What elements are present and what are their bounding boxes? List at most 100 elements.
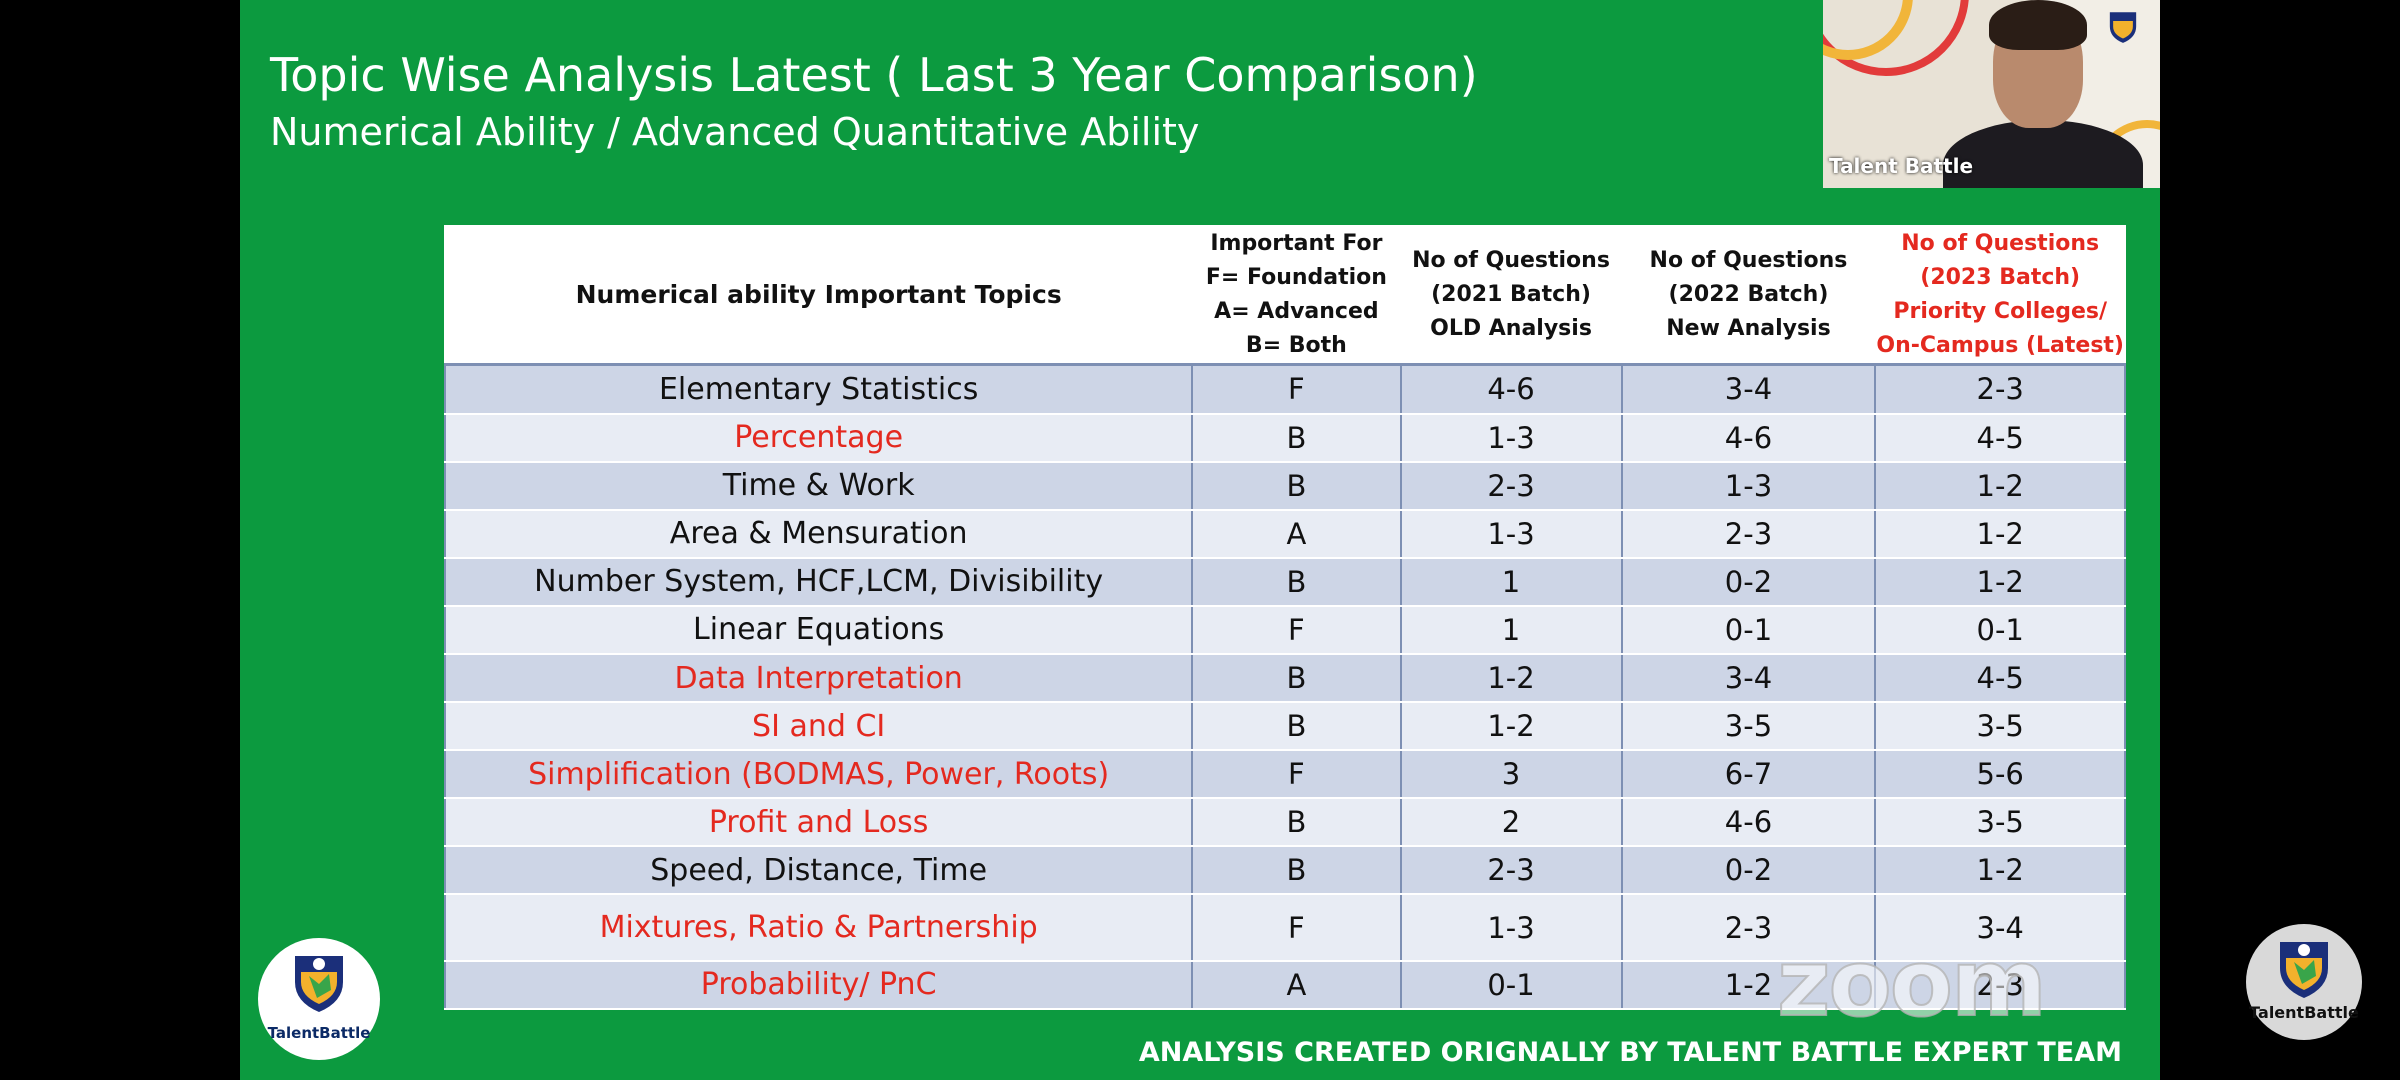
shield-icon [2109,12,2137,43]
table-row: Speed, Distance, Time B 2-3 0-2 1-2 [443,845,2126,896]
q2022-cell: 2-3 [1620,508,1877,559]
q2022-cell: 4-6 [1620,797,1877,848]
table-row: Data Interpretation B 1-2 3-4 4-5 [443,652,2126,704]
topic-cell: Probability/ PnC [443,959,1194,1011]
q2021-cell: 2 [1399,797,1623,848]
q2022-cell: 3-4 [1620,363,1877,415]
q2023-cell: 1-2 [1874,460,2126,511]
talentbattle-logo-left: TalentBattle [258,938,380,1060]
table-row: Profit and Loss B 2 4-6 3-5 [443,797,2126,848]
q2023-cell: 1-2 [1874,845,2126,896]
importance-cell: A [1191,508,1402,559]
topic-cell: Elementary Statistics [443,363,1194,415]
q2021-cell: 1-2 [1399,701,1623,752]
topics-table: Numerical ability Important Topics Impor… [443,225,2126,1011]
q2021-cell: 2-3 [1399,845,1623,896]
q2021-cell: 1-3 [1399,508,1623,559]
topic-cell: Speed, Distance, Time [443,845,1194,896]
q2022-cell: 1-2 [1620,959,1877,1011]
importance-cell: B [1191,556,1402,607]
q2022-cell: 2-3 [1620,893,1877,962]
table-row: Area & Mensuration A 1-3 2-3 1-2 [443,508,2126,559]
shield-icon [2280,942,2328,998]
presentation-slide: Topic Wise Analysis Latest ( Last 3 Year… [240,0,2160,1080]
table-row: Time & Work B 2-3 1-3 1-2 [443,460,2126,511]
topic-cell: Data Interpretation [443,652,1194,704]
participant-name: Talent Battle [1829,154,1974,178]
header-2021: No of Questions (2021 Batch) OLD Analysis [1399,225,1623,367]
q2023-cell: 1-2 [1874,556,2126,607]
header-2023: No of Questions (2023 Batch) Priority Coll… [1874,225,2126,367]
importance-cell: A [1191,959,1402,1011]
q2022-cell: 4-6 [1620,412,1877,463]
importance-cell: B [1191,797,1402,848]
topic-cell: Profit and Loss [443,797,1194,848]
q2022-cell: 0-2 [1620,845,1877,896]
table-body: Elementary Statistics F 4-6 3-4 2-3 Percentag… [443,363,2126,1011]
topic-cell: SI and CI [443,701,1194,752]
table-row: Probability/ PnC A 0-1 1-2 2-3 [443,959,2126,1011]
q2023-cell: 0-1 [1874,604,2126,655]
logo-left-text: TalentBattle [267,1024,371,1042]
importance-cell: B [1191,652,1402,704]
topic-cell: Mixtures, Ratio & Partnership [443,893,1194,962]
q2021-cell: 3 [1399,749,1623,800]
importance-cell: B [1191,701,1402,752]
person-body [1943,120,2143,188]
q2021-cell: 1-3 [1399,893,1623,962]
q2022-cell: 1-3 [1620,460,1877,511]
q2023-cell: 4-5 [1874,412,2126,463]
table-row: Percentage B 1-3 4-6 4-5 [443,412,2126,463]
importance-cell: F [1191,893,1402,962]
table-row: Simplification (BODMAS, Power, Roots) F 3 6… [443,749,2126,800]
importance-cell: F [1191,749,1402,800]
topic-cell: Linear Equations [443,604,1194,655]
table-row: Elementary Statistics F 4-6 3-4 2-3 [443,363,2126,415]
topic-cell: Simplification (BODMAS, Power, Roots) [443,749,1194,800]
importance-cell: F [1191,363,1402,415]
q2022-cell: 3-4 [1620,652,1877,704]
q2022-cell: 6-7 [1620,749,1877,800]
header-2022: No of Questions (2022 Batch) New Analysis [1620,225,1877,367]
table-row: Number System, HCF,LCM, Divisibility B 1 0-… [443,556,2126,607]
q2023-cell: 3-5 [1874,797,2126,848]
slide-title: Topic Wise Analysis Latest ( Last 3 Year… [270,48,1478,102]
importance-cell: B [1191,845,1402,896]
q2022-cell: 0-2 [1620,556,1877,607]
header-topic: Numerical ability Important Topics [443,225,1194,367]
q2023-cell: 1-2 [1874,508,2126,559]
q2021-cell: 1-2 [1399,652,1623,704]
q2021-cell: 1-3 [1399,412,1623,463]
q2023-cell: 2-3 [1874,959,2126,1011]
q2022-cell: 3-5 [1620,701,1877,752]
shield-icon [295,956,343,1012]
footer-credit: ANALYSIS CREATED ORIGNALLY BY TALENT BAT… [1138,1037,2122,1068]
table-row: Linear Equations F 1 0-1 0-1 [443,604,2126,655]
topic-cell: Percentage [443,412,1194,463]
q2021-cell: 1 [1399,604,1623,655]
q2021-cell: 0-1 [1399,959,1623,1011]
zoom-watermark: zoom [1776,929,2048,1038]
q2023-cell: 2-3 [1874,363,2126,415]
q2022-cell: 0-1 [1620,604,1877,655]
importance-cell: B [1191,412,1402,463]
slide-subtitle: Numerical Ability / Advanced Quantitativ… [270,110,1200,154]
participant-video-tile[interactable]: Talent Battle [1823,0,2160,188]
q2023-cell: 3-5 [1874,701,2126,752]
q2021-cell: 4-6 [1399,363,1623,415]
topic-cell: Time & Work [443,460,1194,511]
topic-cell: Area & Mensuration [443,508,1194,559]
header-importance: Important For F= Foundation A= Advanced B= … [1191,225,1402,367]
q2021-cell: 1 [1399,556,1623,607]
q2023-cell: 3-4 [1874,893,2126,962]
talentbattle-logo-right: TalentBattle [2246,924,2362,1040]
table-row: Mixtures, Ratio & Partnership F 1-3 2-3 3-4 [443,893,2126,962]
q2021-cell: 2-3 [1399,460,1623,511]
table-row: SI and CI B 1-2 3-5 3-5 [443,701,2126,752]
logo-right-text: TalentBattle [2249,1003,2359,1022]
importance-cell: F [1191,604,1402,655]
q2023-cell: 4-5 [1874,652,2126,704]
topic-cell: Number System, HCF,LCM, Divisibility [443,556,1194,607]
q2023-cell: 5-6 [1874,749,2126,800]
importance-cell: B [1191,460,1402,511]
